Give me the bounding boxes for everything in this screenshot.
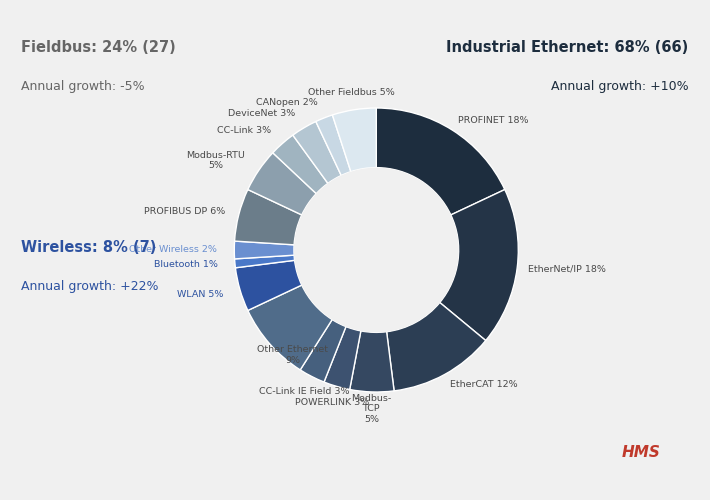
Wedge shape <box>234 190 302 245</box>
Text: Other Wireless 2%: Other Wireless 2% <box>129 246 217 254</box>
Text: CANopen 2%: CANopen 2% <box>256 98 318 106</box>
Text: EtherNet/IP 18%: EtherNet/IP 18% <box>528 264 606 274</box>
Text: Modbus-RTU
5%: Modbus-RTU 5% <box>186 151 245 171</box>
Wedge shape <box>248 153 316 215</box>
Wedge shape <box>316 115 351 176</box>
Wedge shape <box>350 331 394 392</box>
Wedge shape <box>248 285 332 370</box>
Text: Annual growth: -5%: Annual growth: -5% <box>21 80 145 93</box>
Wedge shape <box>387 302 486 391</box>
Text: PROFIBUS DP 6%: PROFIBUS DP 6% <box>143 206 225 216</box>
Text: DeviceNet 3%: DeviceNet 3% <box>228 108 295 118</box>
Text: CC-Link IE Field 3%: CC-Link IE Field 3% <box>259 387 349 396</box>
Text: Industrial Ethernet: 68% (66): Industrial Ethernet: 68% (66) <box>447 40 689 55</box>
Wedge shape <box>234 255 295 268</box>
Text: Fieldbus: 24% (27): Fieldbus: 24% (27) <box>21 40 176 55</box>
Text: Annual growth: +10%: Annual growth: +10% <box>551 80 689 93</box>
Text: WLAN 5%: WLAN 5% <box>178 290 224 299</box>
Wedge shape <box>439 190 518 340</box>
Text: PROFINET 18%: PROFINET 18% <box>459 116 529 125</box>
Circle shape <box>294 168 459 332</box>
Wedge shape <box>376 108 505 215</box>
Wedge shape <box>236 260 302 310</box>
Wedge shape <box>293 122 342 184</box>
Wedge shape <box>300 320 346 382</box>
Text: Other Ethernet
9%: Other Ethernet 9% <box>257 346 328 365</box>
Wedge shape <box>324 326 361 390</box>
Text: Other Fieldbus 5%: Other Fieldbus 5% <box>308 88 395 98</box>
Text: Annual growth: +22%: Annual growth: +22% <box>21 280 159 293</box>
Text: Bluetooth 1%: Bluetooth 1% <box>154 260 218 270</box>
Text: Wireless: 8% (7): Wireless: 8% (7) <box>21 240 157 255</box>
Text: POWERLINK 3%: POWERLINK 3% <box>295 398 369 407</box>
Wedge shape <box>234 241 294 259</box>
Text: HMS: HMS <box>621 445 660 460</box>
Text: CC-Link 3%: CC-Link 3% <box>217 126 271 135</box>
Wedge shape <box>273 135 328 194</box>
Text: Modbus-
TCP
5%: Modbus- TCP 5% <box>351 394 391 424</box>
Wedge shape <box>332 108 376 172</box>
Text: EtherCAT 12%: EtherCAT 12% <box>450 380 518 389</box>
